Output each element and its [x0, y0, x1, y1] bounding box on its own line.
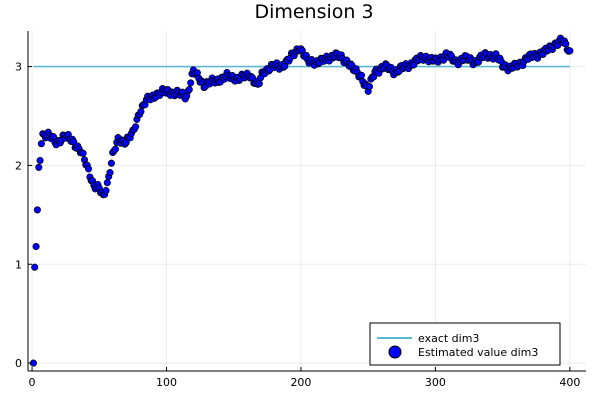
scatter-point: [566, 47, 574, 55]
scatter-point: [79, 149, 87, 157]
x-tick-label: 400: [559, 376, 580, 389]
scatter-point: [32, 242, 40, 251]
y-tick-label: 1: [15, 258, 22, 271]
scatter-point: [562, 40, 570, 48]
legend-box: [369, 322, 561, 366]
y-tick-label: 2: [15, 159, 22, 172]
x-tick-label: 0: [29, 376, 36, 389]
scatter-point: [103, 179, 111, 187]
axes: [27, 31, 586, 372]
scatter-point: [102, 187, 110, 195]
scatter-point: [31, 263, 39, 271]
scatter-point: [106, 169, 114, 177]
scatter-point: [357, 71, 366, 79]
tick-labels: 0 100 200 300 400 0 1 2 3: [15, 61, 580, 389]
y-tick-label: 0: [15, 357, 22, 370]
scatter-point: [185, 85, 193, 94]
x-tick-label: 200: [290, 376, 311, 389]
y-tick-label: 3: [15, 61, 22, 74]
x-tick-label: 300: [425, 376, 446, 389]
legend-marker-swatch: [388, 345, 402, 359]
scatter-point: [37, 140, 45, 148]
scatter-point: [107, 159, 115, 167]
scatter-point: [365, 82, 374, 91]
scatter-point: [111, 145, 119, 153]
scatter-point: [36, 156, 44, 165]
scatter-point: [35, 163, 43, 171]
scatter-point: [33, 206, 41, 214]
x-tick-label: 100: [156, 376, 177, 389]
scatter-point: [255, 80, 263, 88]
legend-label-estimated: Estimated value dim3: [418, 346, 538, 359]
chart-title: Dimension 3: [254, 1, 373, 23]
grid: [28, 31, 586, 371]
scatter-point: [187, 79, 195, 87]
scatter-point: [84, 165, 93, 173]
legend-label-exact: exact dim3: [418, 332, 479, 345]
legend: exact dim3 Estimated value dim3: [369, 322, 561, 366]
scatter-point: [137, 108, 145, 116]
scatter-points: [29, 34, 574, 367]
scatter-point: [132, 123, 140, 131]
